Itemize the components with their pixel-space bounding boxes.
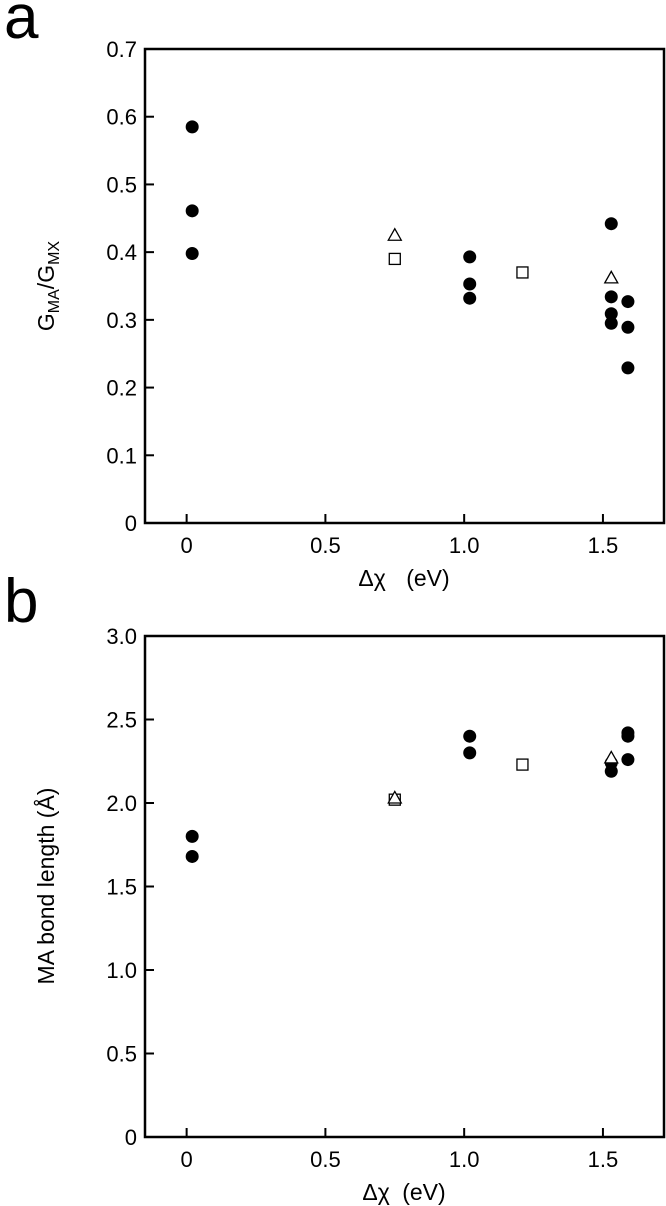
panel-a-y-tick-label-7: 0.7: [106, 37, 137, 62]
panel-b-x-tick-label-3: 1.5: [588, 1147, 619, 1172]
panel-b-x-label-symbol: Δχ: [362, 1179, 389, 1205]
panel-b-point-open-square-1: [516, 758, 529, 771]
panel-a-y-label-g1: G: [33, 313, 59, 331]
panel-a-point-filled-circle-3: [463, 250, 477, 264]
panel-b-point-open-triangle-0: [387, 790, 403, 804]
panel-b-point-filled-circle-5: [604, 764, 618, 778]
panel-a-y-tick-label-4: 0.4: [106, 240, 137, 265]
panel-a-point-filled-circle-1: [185, 204, 199, 218]
panel-a-x-tick-label-2: 1.0: [449, 533, 480, 558]
panel-b: b 0 0.5 1.0 1.500.51.01.52.02.53.0 Δχ (eV) …: [4, 567, 666, 1205]
panel-a-points: [185, 120, 635, 375]
panel-b-y-tick-label-1: 0.5: [106, 1042, 137, 1067]
panel-a-point-filled-circle-8: [604, 307, 618, 321]
panel-b-point-filled-circle-8: [621, 753, 635, 767]
panel-a-y-tick-label-6: 0.6: [106, 105, 137, 130]
panel-a-y-tick-label-1: 0.1: [106, 443, 137, 468]
panel-a-y-tick-label-5: 0.5: [106, 172, 137, 197]
panel-a-point-open-square-0: [388, 252, 401, 266]
panel-a-point-filled-circle-4: [463, 277, 477, 291]
panel-b-points: [185, 726, 635, 863]
panel-b-ticks: 0 0.5 1.0 1.5 0 0.5 1.0 1.5 2.0 2.5 3.0: [106, 624, 618, 1172]
panel-a-point-open-triangle-0: [387, 227, 403, 241]
panel-a-point-open-triangle-1: [603, 270, 619, 284]
panel-a-x-tick-label-1: 0.5: [310, 533, 341, 558]
panel-b-y-tick-label-5: 2.5: [106, 708, 137, 733]
panel-a-y-label-g2: /G: [33, 265, 59, 289]
panel-b-plot-frame: [143, 634, 666, 1139]
panel-b-letter: b: [4, 567, 38, 636]
panel-a-point-filled-circle-5: [463, 291, 477, 305]
panel-b-y-tick-label-0: 0: [125, 1125, 137, 1150]
panel-a-point-filled-circle-2: [185, 246, 199, 260]
panel-a-x-label-unit: (eV): [406, 565, 449, 591]
panel-a-point-open-square-1: [516, 266, 529, 279]
panel-b-x-tick-label-0: 0: [181, 1147, 193, 1172]
panel-b-point-filled-circle-0: [185, 829, 199, 843]
panel-b-point-filled-circle-3: [463, 746, 477, 760]
panel-b-x-axis-label: Δχ (eV): [362, 1179, 445, 1205]
panel-a-y-tick-label-2: 0.2: [106, 376, 137, 401]
panel-a-y-tick-label-0: 0: [125, 511, 137, 536]
panel-a-point-filled-circle-6: [604, 217, 618, 231]
panel-b-point-open-triangle-1: [603, 750, 619, 764]
panel-b-y-tick-label-3: 1.5: [106, 875, 137, 900]
panel-b-y-tick-label-4: 2.0: [106, 791, 137, 816]
panel-a-x-tick-label-3: 1.5: [588, 533, 619, 558]
panel-a-point-filled-circle-11: [621, 320, 635, 334]
panel-a: a 0 0.5 1.0 1.5 0 0.1 0.2 0.3 0.4 0.5 0.6 0.7 Δχ (e…: [4, 0, 666, 591]
panel-a-point-filled-circle-7: [604, 290, 618, 304]
panel-a-point-filled-circle-12: [621, 361, 635, 375]
panel-a-y-label-sub1: MA: [46, 289, 63, 313]
panel-b-x-tick-label-2: 1.0: [449, 1147, 480, 1172]
panel-b-point-filled-circle-7: [621, 729, 635, 743]
panel-b-x-label-unit: (eV): [402, 1179, 445, 1205]
panel-a-y-label-sub2: MX: [46, 241, 63, 265]
panel-a-point-filled-circle-10: [621, 295, 635, 309]
panel-a-ticks: 0 0.5 1.0 1.5 0 0.1 0.2 0.3 0.4 0.5 0.6 0.7: [106, 37, 618, 558]
panel-a-point-filled-circle-9: [604, 316, 618, 330]
panel-b-y-tick-label-6: 3.0: [106, 624, 137, 649]
panel-b-y-axis-label: MA bond length (Å): [32, 788, 59, 985]
panel-a-letter: a: [4, 0, 39, 52]
panel-a-x-label-symbol: Δχ: [358, 565, 385, 591]
panel-a-plot-frame: [143, 47, 666, 525]
panel-a-x-tick-label-0: 0: [181, 533, 193, 558]
panel-b-point-filled-circle-2: [463, 729, 477, 743]
panel-a-y-tick-label-3: 0.3: [106, 308, 137, 333]
panel-b-point-filled-circle-1: [185, 849, 199, 863]
panel-a-y-axis-label: GMA/GMX: [33, 241, 63, 332]
panel-b-x-tick-label-1: 0.5: [310, 1147, 341, 1172]
panel-b-y-tick-label-2: 1.0: [106, 958, 137, 983]
panel-a-x-axis-label: Δχ (eV): [358, 565, 449, 591]
panel-a-point-filled-circle-0: [185, 120, 199, 134]
